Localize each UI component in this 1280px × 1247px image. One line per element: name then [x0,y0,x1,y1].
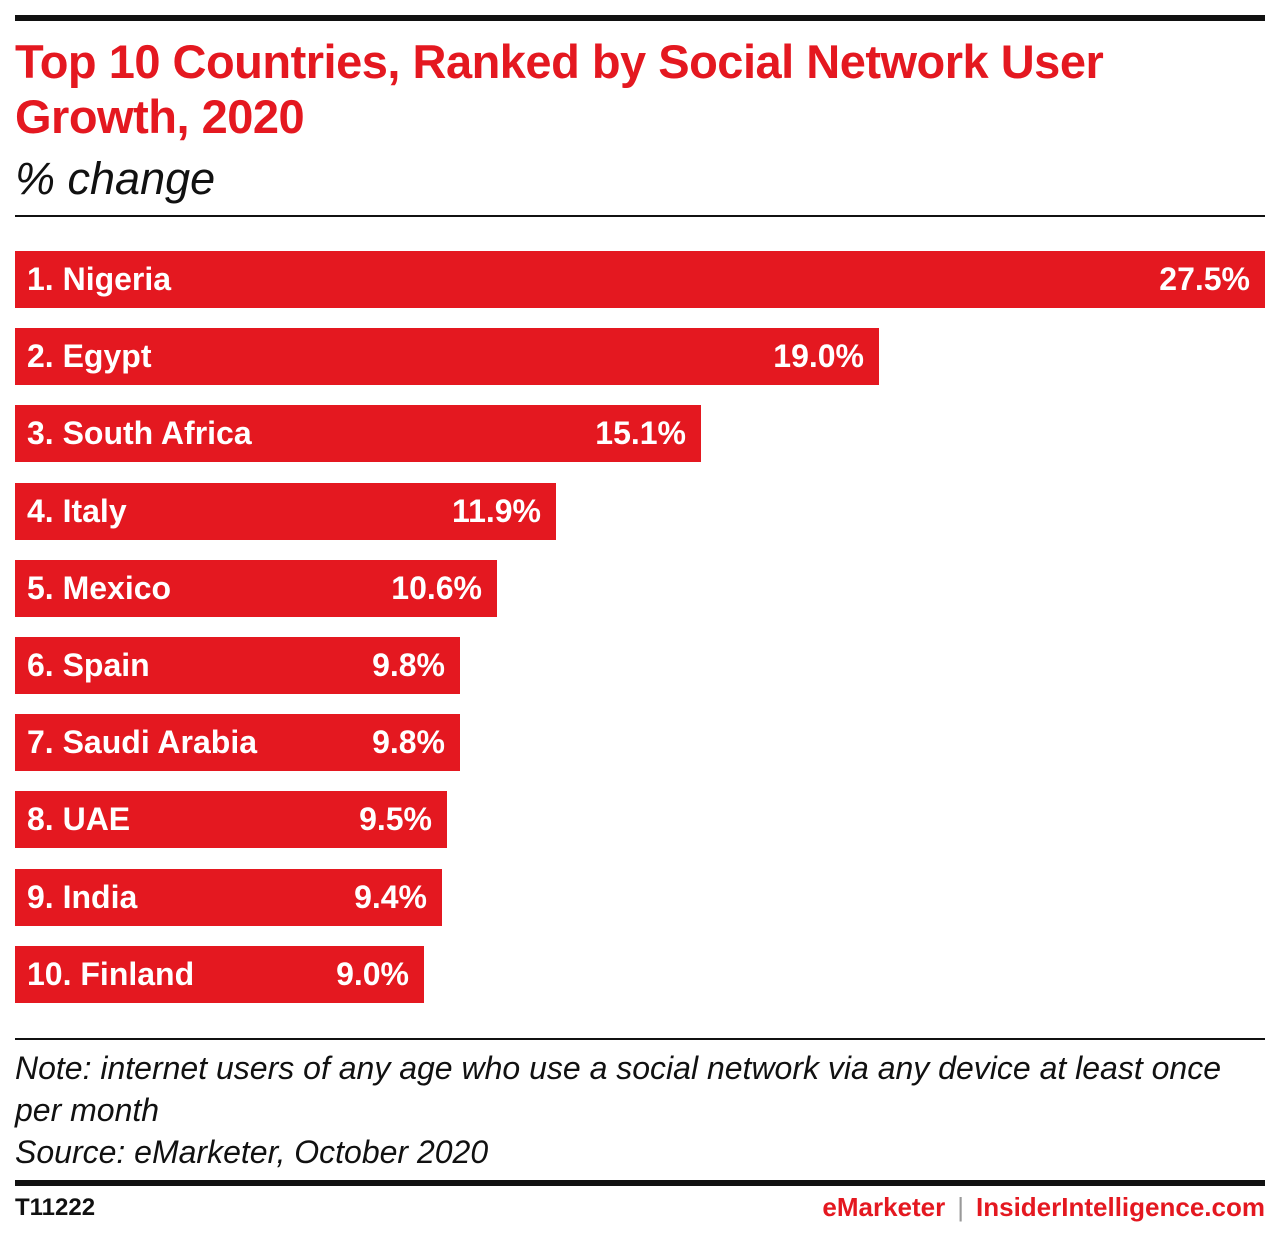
bar: 4. Italy 11.9% [15,483,556,540]
bar: 1. Nigeria 27.5% [15,251,1265,308]
bar: 5. Mexico 10.6% [15,560,497,617]
brand-footer: eMarketer | InsiderIntelligence.com [822,1192,1265,1223]
chart-id: T11222 [15,1194,96,1221]
bar-category-label: 9. India [27,879,138,915]
bar-value-label: 9.4% [354,879,427,915]
bar-value-label: 9.5% [359,801,432,837]
chart-title: Top 10 Countries, Ranked by Social Netwo… [15,35,1104,143]
note-text: Note: internet users of any age who use … [15,1050,1222,1128]
bar-category-label: 8. UAE [27,801,131,837]
bar-category-label: 3. South Africa [27,415,252,451]
bar-category-label: 6. Spain [27,647,150,683]
bar-value-label: 15.1% [595,415,686,451]
bar-value-label: 9.8% [372,647,445,683]
bar-category-label: 1. Nigeria [27,261,172,297]
bar-value-label: 11.9% [452,493,541,529]
bar-category-label: 10. Finland [27,956,195,992]
bar: 8. UAE 9.5% [15,791,447,848]
bar-category-label: 2. Egypt [27,338,152,374]
bar-value-label: 27.5% [1159,261,1250,297]
bar-value-label: 19.0% [773,338,864,374]
bar: 6. Spain 9.8% [15,637,460,694]
brand-emarketer: eMarketer [822,1192,946,1222]
top-divider [15,15,1265,21]
chart-notes: Note: internet users of any age who use … [15,1047,1265,1173]
note-divider [15,1038,1265,1040]
chart-subtitle: % change [15,153,216,204]
footer-divider [15,1180,1265,1186]
brand-insider-intelligence[interactable]: InsiderIntelligence.com [976,1192,1265,1222]
bar-category-label: 4. Italy [27,493,127,529]
bar-category-label: 5. Mexico [27,570,172,606]
bar-value-label: 9.0% [336,956,409,992]
bar: 7. Saudi Arabia 9.8% [15,714,460,771]
brand-separator: | [957,1192,965,1222]
subtitle-divider [15,215,1265,217]
bar: 9. India 9.4% [15,869,442,926]
bar: 10. Finland 9.0% [15,946,424,1003]
bar: 2. Egypt 19.0% [15,328,879,385]
bar-category-label: 7. Saudi Arabia [27,724,257,760]
bar-value-label: 9.8% [372,724,445,760]
bar-value-label: 10.6% [391,570,482,606]
bar: 3. South Africa 15.1% [15,405,701,462]
source-text: Source: eMarketer, October 2020 [15,1134,489,1170]
